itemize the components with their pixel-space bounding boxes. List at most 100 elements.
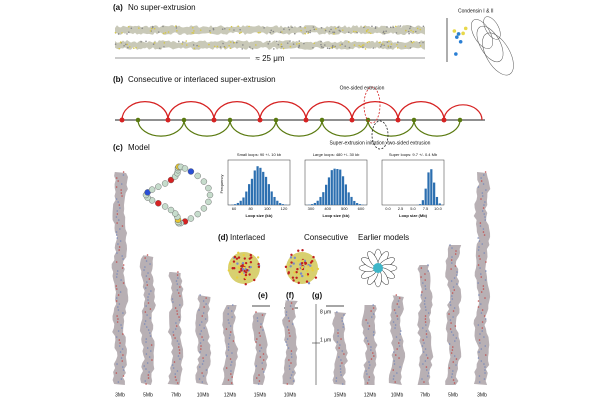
- column-label: 10Mb: [391, 392, 404, 398]
- fiber-dot: [326, 47, 329, 49]
- chromosome-dot: [455, 364, 457, 366]
- chromosome-dot: [394, 312, 397, 314]
- chromosome-dot: [450, 322, 452, 324]
- sphere-dot: [301, 274, 304, 278]
- chromosome-dot: [396, 348, 398, 350]
- histogram-bar: [350, 196, 353, 205]
- fiber-dot: [212, 27, 215, 30]
- sphere-dot: [238, 270, 241, 274]
- chromosome-dot: [479, 225, 482, 227]
- fiber-dot: [362, 46, 364, 48]
- chromosome-dot: [480, 198, 482, 200]
- chromosome-dot: [425, 369, 428, 371]
- fiber-dot: [392, 26, 395, 29]
- chromosome-dot: [482, 231, 485, 233]
- chromosome: [221, 305, 239, 385]
- fiber-dot: [363, 44, 365, 46]
- chromosome-dot: [339, 365, 342, 367]
- chromosome-dot: [121, 225, 124, 227]
- histogram-bar: [418, 204, 422, 205]
- chromosome-dot: [395, 336, 398, 338]
- fiber-dot: [237, 25, 239, 27]
- fiber-dot: [291, 26, 293, 29]
- chromosome-dot: [115, 234, 118, 236]
- fiber-dot: [193, 30, 195, 32]
- chromosome-dot: [201, 381, 204, 383]
- sphere-dot: [304, 273, 308, 276]
- chromosome-dot: [290, 356, 293, 358]
- fiber-dot: [419, 28, 422, 31]
- chromosome-dot: [397, 342, 400, 344]
- histogram-bar: [339, 169, 342, 205]
- x-tick-label: 300: [308, 206, 315, 211]
- chromosome-dot: [485, 270, 487, 272]
- sphere-dot: [300, 261, 304, 265]
- chromosome-dot: [261, 368, 264, 370]
- fiber-dot: [174, 25, 177, 27]
- bead: [155, 200, 162, 207]
- condensin: [463, 26, 468, 31]
- chromosome-dot: [477, 300, 480, 302]
- chromosome-dot: [370, 316, 373, 318]
- chromosome-dot: [175, 280, 178, 282]
- chromosome-dot: [287, 299, 290, 301]
- chromosome-dot: [177, 271, 179, 273]
- chromosome-dot: [115, 372, 118, 374]
- sphere-dot: [301, 259, 305, 263]
- fiber-dot: [407, 30, 410, 33]
- chromosome-dot: [287, 317, 290, 319]
- green-node: [457, 117, 463, 123]
- chromosome-dot: [426, 357, 429, 359]
- bead: [161, 180, 169, 187]
- x-tick-label: 5.0: [410, 206, 416, 211]
- chromosome-dot: [452, 286, 455, 288]
- panel-title: Model: [128, 143, 150, 152]
- fiber-dot: [152, 43, 155, 46]
- sphere-dot: [253, 278, 256, 282]
- chromosome-dot: [370, 358, 373, 360]
- chromosome-dot: [230, 373, 232, 375]
- x-axis-label: Loop size (Mb): [399, 213, 428, 218]
- chromosome-dot: [205, 297, 207, 299]
- fiber-dot: [348, 46, 351, 49]
- fiber-dot: [185, 44, 188, 46]
- fiber-dot: [298, 45, 301, 47]
- fiber-dot: [126, 33, 128, 35]
- chromosome-dot: [117, 180, 119, 182]
- chromosome-dot: [370, 310, 372, 312]
- chromosome-dot: [368, 367, 370, 369]
- x-tick-label: 60: [232, 206, 237, 211]
- chromosome-dot: [119, 351, 122, 353]
- fiber-dot: [150, 27, 153, 30]
- chromosome-dot: [481, 327, 484, 329]
- chromosome-dot: [341, 317, 343, 319]
- bead: [148, 186, 156, 193]
- chromosome-dot: [477, 237, 479, 239]
- chromosome-dot: [117, 381, 120, 383]
- chromosome-dot: [367, 343, 370, 345]
- chromosome-dot: [201, 363, 204, 365]
- histogram-bar: [353, 200, 356, 205]
- chromosome-dot: [336, 311, 338, 313]
- fiber-dot: [415, 30, 417, 33]
- chromosome-dot: [227, 313, 229, 315]
- chromosome-dot: [484, 369, 486, 371]
- fiber-dot: [299, 26, 302, 28]
- chromosome-dot: [116, 237, 119, 239]
- green-loop: [367, 119, 415, 137]
- chromosome-dot: [121, 366, 124, 368]
- chromosome-dot: [456, 274, 458, 276]
- chromosome-dot: [119, 207, 121, 209]
- fiber-dot: [341, 29, 344, 31]
- sphere-dot: [290, 261, 293, 264]
- fiber-dot: [182, 41, 184, 43]
- chromosome-dot: [174, 307, 177, 309]
- fiber-dot: [289, 40, 291, 42]
- chromosome-dot: [424, 360, 427, 362]
- chromosome-dot: [231, 304, 234, 306]
- chromosome-dot: [201, 336, 203, 338]
- sphere-dot: [298, 263, 302, 266]
- chromosome-dot: [115, 186, 118, 188]
- fiber-dot: [119, 41, 122, 44]
- chromosome-dot: [116, 222, 118, 224]
